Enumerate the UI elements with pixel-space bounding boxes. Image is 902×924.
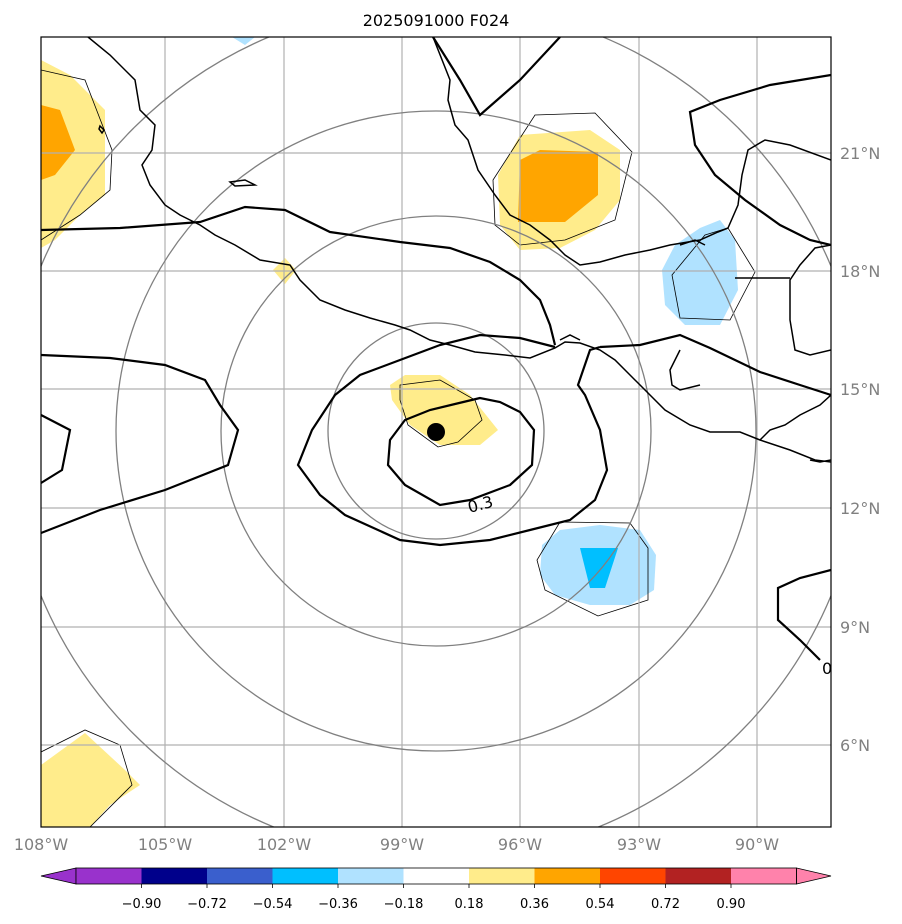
contour-label-0.3: 0.3: [466, 492, 496, 517]
lon-label: 96°W: [498, 835, 542, 854]
map-frame: [40, 36, 832, 828]
contour-0-north: [41, 205, 557, 346]
positive-anomaly-center: [390, 375, 498, 445]
strong-negative-anomaly-south: [580, 548, 618, 588]
map-panel: 0.3 0: [41, 37, 832, 827]
honduras-coast: [759, 394, 831, 441]
colorbar-label: −0.72: [187, 897, 227, 912]
graticule: [41, 37, 831, 827]
positive-anomaly-region-nw: [41, 60, 105, 248]
colorbar: −0.90 −0.72 −0.54 −0.36 −0.18 0.18 0.36 …: [40, 867, 832, 912]
colorbar-segment: [338, 868, 404, 884]
colorbar-label: 0.54: [586, 897, 615, 912]
colorbar-segment: [469, 868, 535, 884]
colorbar-label: 0.72: [651, 897, 680, 912]
contour-0-southeast: [776, 568, 831, 661]
thin-contours: [41, 69, 756, 827]
latitude-labels: 21°N 18°N 15°N 12°N 9°N 6°N: [840, 144, 880, 755]
lon-label: 90°W: [735, 835, 779, 854]
lat-label: 18°N: [840, 262, 880, 281]
colorbar-label: −0.36: [318, 897, 358, 912]
colorbar-extend-max: [796, 867, 832, 885]
central-america-coast: [789, 244, 831, 356]
anomaly-shading: [41, 37, 738, 827]
colorbar-segment: [731, 868, 797, 884]
thick-contours: [41, 37, 831, 661]
negative-anomaly-top: [232, 37, 255, 45]
small-island: [98, 124, 105, 135]
contour-label-0: 0: [822, 659, 832, 678]
isthmus-detail: [559, 334, 581, 341]
mexico-pacific-coast: [87, 37, 831, 463]
lon-label: 108°W: [14, 835, 69, 854]
colorbar-segment: [141, 868, 207, 884]
colorbar-label: −0.18: [384, 897, 424, 912]
lon-label: 102°W: [257, 835, 312, 854]
guatemala-border: [669, 349, 701, 391]
colorbar-label: −0.90: [122, 897, 162, 912]
colorbar-ticks: [141, 884, 732, 888]
west-islands: [228, 179, 258, 187]
contour-0-west: [41, 353, 240, 535]
contour-0.3: [386, 396, 536, 507]
colorbar-segment: [600, 868, 666, 884]
lat-label: 9°N: [840, 618, 870, 637]
contour-0-east: [688, 73, 831, 247]
contour-0-west-small: [41, 414, 72, 484]
strong-positive-anomaly-nw: [41, 105, 75, 180]
lat-label: 15°N: [840, 380, 880, 399]
gulf-coast: [432, 37, 729, 266]
positive-anomaly-sw: [41, 733, 140, 827]
colorbar-frame: [75, 867, 797, 885]
range-rings: [41, 37, 831, 827]
negative-anomaly-east: [662, 220, 738, 325]
storm-center-marker: [427, 423, 445, 441]
colorbar-segment: [272, 868, 338, 884]
lat-label: 21°N: [840, 144, 880, 163]
colorbar-label: 0.36: [520, 897, 549, 912]
longitude-labels: 108°W 105°W 102°W 99°W 96°W 93°W 90°W: [14, 835, 779, 854]
thin-contour-south: [536, 521, 649, 617]
contour-0-top: [432, 37, 561, 117]
lon-label: 99°W: [380, 835, 424, 854]
colorbar-segment: [403, 868, 469, 884]
contour-0-east-mid: [599, 333, 831, 397]
figure-title: 2025091000 F024: [363, 11, 510, 30]
strong-positive-anomaly-ne: [518, 150, 598, 222]
lon-label: 93°W: [617, 835, 661, 854]
lat-label: 12°N: [840, 499, 880, 518]
colorbar-extend-min: [40, 867, 77, 885]
colorbar-label: 0.18: [455, 897, 484, 912]
lat-label: 6°N: [840, 736, 870, 755]
nicaragua-coast: [809, 459, 831, 463]
colorbar-segment: [76, 868, 142, 884]
bay-of-campeche-detail: [679, 239, 706, 246]
colorbar-label: 0.90: [717, 897, 746, 912]
coastlines: [87, 37, 831, 463]
thin-contour-center: [399, 379, 483, 448]
colorbar-segment: [665, 868, 731, 884]
yucatan-coast: [727, 139, 831, 229]
lon-label: 105°W: [138, 835, 193, 854]
colorbar-segment: [534, 868, 600, 884]
thin-contour-ne: [492, 112, 633, 246]
colorbar-label: −0.54: [253, 897, 293, 912]
thin-contour-nw: [41, 69, 113, 241]
contour-0-center: [296, 333, 609, 547]
colorbar-segment: [207, 868, 273, 884]
